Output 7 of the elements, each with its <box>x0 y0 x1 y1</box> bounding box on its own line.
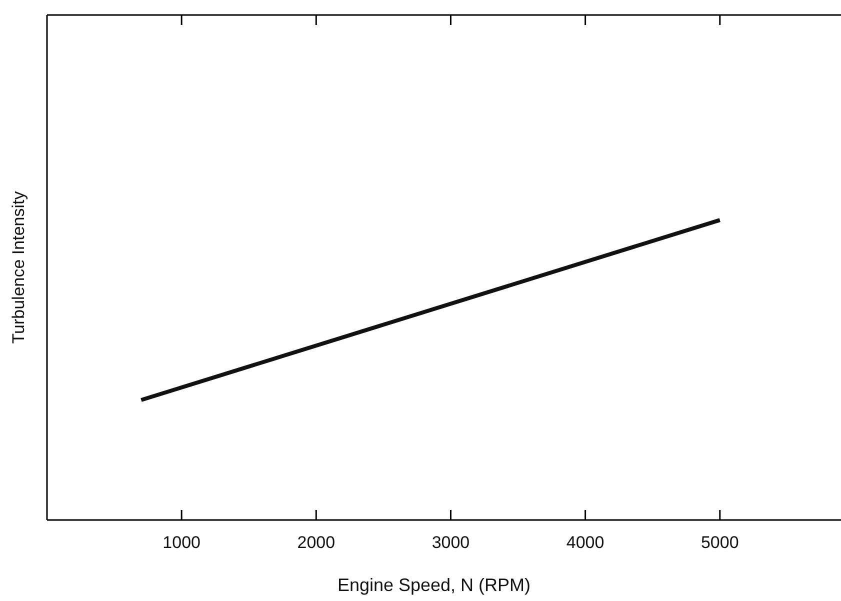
x-axis-title: Engine Speed, N (RPM) <box>337 575 531 595</box>
x-tick-label: 1000 <box>162 533 200 552</box>
x-tick-label: 4000 <box>566 533 604 552</box>
x-tick-label: 3000 <box>432 533 470 552</box>
x-tick-label: 5000 <box>700 533 739 552</box>
x-tick-label: 2000 <box>297 533 336 552</box>
y-axis-title: Turbulence Intensity <box>9 190 28 344</box>
